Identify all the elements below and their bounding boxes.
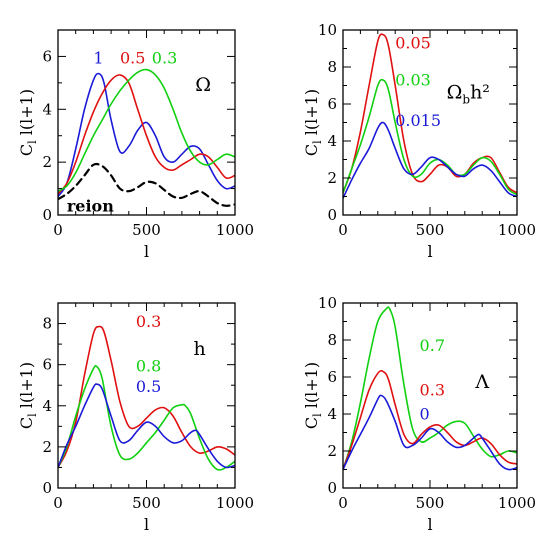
x-axis-title: l xyxy=(144,515,149,534)
y-axis-title: Cl l(l+1) xyxy=(302,89,324,156)
y-axis: 0 2 4 6 8 10 xyxy=(318,294,517,497)
y-tick-label: 8 xyxy=(327,331,337,349)
x-axis: 0 500 1000 xyxy=(338,303,536,512)
chart-panel-top-right: 0 500 1000 0 2 4 6 8 10 l Cl l(l+1) Ωbh² 0.05 0.03 0.0… xyxy=(302,21,536,261)
series-group xyxy=(343,306,517,471)
series-line-0 xyxy=(343,394,517,471)
series-label: 0.3 xyxy=(420,381,445,400)
y-axis-title: Cl l(l+1) xyxy=(17,89,39,156)
x-tick-label: 500 xyxy=(416,221,445,239)
y-tick-label: 0 xyxy=(42,206,52,224)
chart-panel-bottom-right: 0 500 1000 0 2 4 6 8 10 l Cl l(l+1) Λ 0.7 0.3 0 xyxy=(302,294,536,534)
y-axis: 0 2 4 6 8 10 xyxy=(318,21,517,224)
series-line-0-5 xyxy=(58,74,235,195)
chart-panel-bottom-left: 0 500 1000 0 2 4 6 8 l Cl l(l+1) h 0.3 0.8 0.5 xyxy=(17,302,254,534)
series-line-0-8 xyxy=(58,364,235,471)
series-label: 0.8 xyxy=(136,356,161,375)
series-line-0-3 xyxy=(58,68,235,192)
y-tick-label: 2 xyxy=(42,438,52,456)
y-tick-label: 4 xyxy=(327,132,337,150)
y-tick-label: 8 xyxy=(42,315,52,333)
parameter-symbol: Ω xyxy=(195,74,211,96)
y-tick-label: 2 xyxy=(327,442,337,460)
series-label: 0.7 xyxy=(420,336,445,355)
series-label: 0.5 xyxy=(120,48,145,67)
series-label: 0 xyxy=(420,405,430,424)
series-label: reion xyxy=(67,196,114,215)
y-axis-title: Cl l(l+1) xyxy=(17,362,39,429)
x-axis: 0 500 1000 xyxy=(338,30,536,239)
series-line-0-3 xyxy=(343,369,517,471)
series-label: 0.3 xyxy=(152,48,177,67)
series-label: 0.015 xyxy=(395,111,441,130)
x-tick-label: 500 xyxy=(132,494,161,512)
y-tick-label: 4 xyxy=(42,100,52,118)
series-group xyxy=(343,33,517,200)
series-group xyxy=(58,325,235,471)
x-tick-label: 500 xyxy=(132,221,161,239)
series-line-0-3 xyxy=(58,325,235,469)
parameter-symbol: Λ xyxy=(474,371,489,393)
x-axis-title: l xyxy=(427,242,432,261)
x-axis: 0 500 1000 xyxy=(53,303,254,512)
y-tick-label: 0 xyxy=(327,479,337,497)
y-tick-label: 6 xyxy=(327,368,337,386)
y-tick-label: 2 xyxy=(42,153,52,171)
y-tick-label: 10 xyxy=(318,21,337,39)
x-tick-label: 1000 xyxy=(216,221,254,239)
y-tick-label: 6 xyxy=(42,47,52,65)
x-tick-label: 1000 xyxy=(498,494,536,512)
y-tick-label: 8 xyxy=(327,58,337,76)
y-tick-label: 6 xyxy=(42,356,52,374)
y-tick-label: 2 xyxy=(327,169,337,187)
x-tick-label: 1000 xyxy=(216,494,254,512)
series-label: 0.3 xyxy=(136,312,161,331)
y-tick-label: 0 xyxy=(327,206,337,224)
series-group xyxy=(58,68,235,207)
series-line-0-03 xyxy=(343,78,517,196)
x-tick-label: 0 xyxy=(338,494,348,512)
y-tick-label: 4 xyxy=(42,397,52,415)
series-label: 0.5 xyxy=(136,377,161,396)
series-line-0-015 xyxy=(343,121,517,200)
x-tick-label: 0 xyxy=(53,221,63,239)
y-axis: 0 2 4 6 8 xyxy=(42,302,235,497)
series-line-0-5 xyxy=(58,383,235,469)
y-axis-title: Cl l(l+1) xyxy=(302,362,324,429)
x-axis-title: l xyxy=(427,515,432,534)
chart-panel-top-left: 0 500 1000 0 2 4 6 l Cl l(l+1) Ω 1 0.5 0.3 reion xyxy=(17,29,254,261)
x-tick-label: 0 xyxy=(53,494,63,512)
y-tick-label: 0 xyxy=(42,479,52,497)
parameter-symbol: h xyxy=(193,338,205,360)
series-line-0-7 xyxy=(343,306,517,471)
series-label: 1 xyxy=(93,48,103,67)
x-axis-title: l xyxy=(144,242,149,261)
parameter-symbol: Ωbh² xyxy=(447,81,490,106)
series-label: 0.03 xyxy=(395,71,431,90)
series-label: 0.05 xyxy=(395,34,431,53)
x-tick-label: 500 xyxy=(416,494,445,512)
y-tick-label: 4 xyxy=(327,405,337,423)
x-tick-label: 1000 xyxy=(498,221,536,239)
y-axis: 0 2 4 6 xyxy=(42,29,235,224)
series-line-reion xyxy=(58,162,235,207)
y-tick-label: 10 xyxy=(318,294,337,312)
series-line-0-05 xyxy=(343,33,517,194)
x-axis: 0 500 1000 xyxy=(53,30,254,239)
x-tick-label: 0 xyxy=(338,221,348,239)
y-tick-label: 6 xyxy=(327,95,337,113)
